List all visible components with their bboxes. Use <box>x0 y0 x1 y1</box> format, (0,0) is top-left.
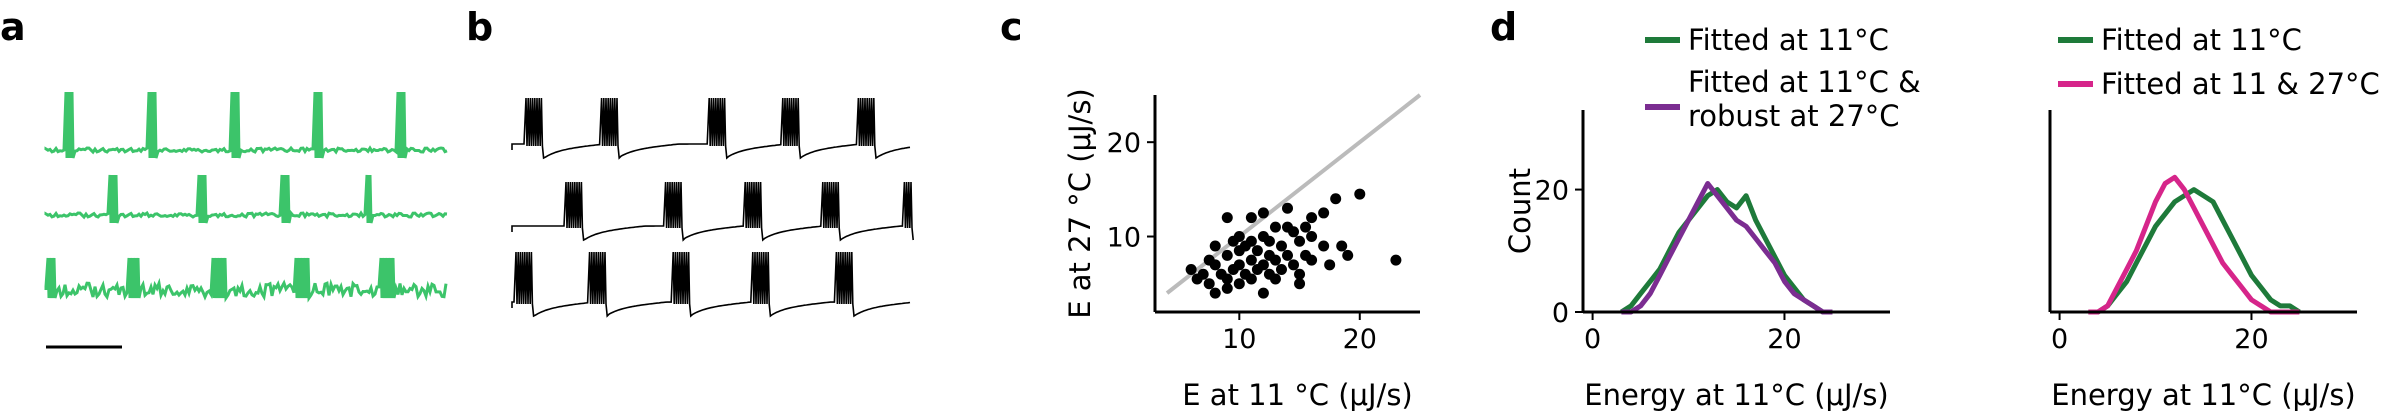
series-line <box>2088 187 2301 315</box>
panel-d-right-xlabel: Energy at 11°C (μJ/s) <box>2051 378 2356 412</box>
scatter-point <box>1269 221 1281 233</box>
scatter-point <box>1275 240 1287 252</box>
panel-a-traces <box>44 91 448 349</box>
trace-b-top <box>511 97 911 160</box>
scatter-point <box>1185 264 1197 276</box>
scatter-point <box>1330 193 1342 205</box>
x-tick-label: 20 <box>1767 324 1801 355</box>
scatter-points <box>1185 188 1402 299</box>
scatter-point <box>1288 259 1300 271</box>
scatter-point <box>1257 287 1269 299</box>
scatter-point <box>1269 254 1281 266</box>
panel-d-right-legend: Fitted at 11°C Fitted at 11 & 27°C <box>2058 23 2380 101</box>
trace-b-bottom <box>511 251 911 318</box>
x-tick-label: 0 <box>2051 324 2068 355</box>
trace-a-middle <box>44 174 448 224</box>
scatter-point <box>1390 254 1402 266</box>
scatter-point <box>1221 282 1233 294</box>
panel-d-left-ylabel: Count <box>1503 168 1537 254</box>
scatter-point <box>1221 273 1233 285</box>
series-line <box>2088 174 2300 315</box>
panel-label-a: a <box>0 5 26 49</box>
x-tick-label: 0 <box>1584 324 1601 355</box>
scatter-point <box>1324 259 1336 271</box>
scatter-point <box>1227 235 1239 247</box>
x-tick-label: 10 <box>1222 324 1256 355</box>
scatter-point <box>1288 226 1300 238</box>
legend-label: Fitted at 11°C <box>2101 23 2302 57</box>
scatter-point <box>1294 235 1306 247</box>
trace-a-top <box>44 91 448 159</box>
trace-a-bottom <box>44 257 448 303</box>
panel-d-right-series <box>2088 174 2301 315</box>
scatter-point <box>1300 221 1312 233</box>
panel-label-d: d <box>1490 5 1517 49</box>
panel-c-axes: 10 20 10 20 <box>1107 95 1420 355</box>
legend-label: Fitted at 11°C & robust at 27°C <box>1688 65 1930 133</box>
scatter-point <box>1269 273 1281 285</box>
scatter-point <box>1233 245 1245 257</box>
scatter-point <box>1318 207 1330 219</box>
panel-d-left-xlabel: Energy at 11°C (μJ/s) <box>1584 378 1889 412</box>
panel-c-ylabel: E at 27 °C (μJ/s) <box>1063 88 1097 319</box>
panel-label-c: c <box>1000 5 1023 49</box>
panel-c-xlabel: E at 11 °C (μJ/s) <box>1182 378 1413 412</box>
scatter-point <box>1282 249 1293 261</box>
panel-c-scatter: 10 20 10 20 E at 11 °C (μJ/s) E at 27 °C (μ… <box>1063 88 1422 412</box>
panel-b-traces <box>511 97 914 318</box>
scatter-point <box>1306 254 1318 266</box>
panel-label-b: b <box>466 5 493 49</box>
scatter-point <box>1318 240 1330 252</box>
panel-d-left-legend: Fitted at 11°C Fitted at 11°C & robust a… <box>1645 23 1930 133</box>
scatter-point <box>1251 245 1263 257</box>
scatter-point <box>1245 273 1257 285</box>
scatter-point <box>1336 240 1348 252</box>
legend-label: Fitted at 11°C <box>1688 23 1889 57</box>
scatter-point <box>1306 212 1318 224</box>
scatter-point <box>1257 207 1269 219</box>
panel-d-left-series <box>1620 181 1833 315</box>
scatter-point <box>1209 287 1221 299</box>
panel-d-right: 0 20 Energy at 11°C (μJ/s) Fitted at 11°C… <box>2048 23 2380 412</box>
panel-d-left-axes: 0 20 0 20 <box>1535 110 1890 355</box>
scatter-point <box>1203 254 1215 266</box>
y-tick-label: 20 <box>1107 128 1141 159</box>
scatter-point <box>1245 212 1257 224</box>
y-tick-label: 10 <box>1107 223 1141 254</box>
scatter-point <box>1233 259 1245 271</box>
series-line <box>1620 187 1833 315</box>
scatter-point <box>1263 235 1275 247</box>
series-line <box>1621 181 1833 315</box>
scatter-point <box>1221 212 1233 224</box>
panel-d-left: 0 20 0 20 Energy at 11°C (μJ/s) Count Fitte… <box>1503 23 1930 412</box>
scatter-point <box>1354 188 1366 200</box>
x-tick-label: 20 <box>1343 324 1377 355</box>
scatter-point <box>1275 264 1287 276</box>
panel-d-right-axes: 0 20 <box>2048 110 2357 355</box>
scatter-point <box>1245 254 1257 266</box>
scatter-point <box>1257 259 1269 271</box>
scatter-point <box>1245 235 1257 247</box>
scatter-point <box>1342 249 1354 261</box>
scatter-point <box>1191 273 1203 285</box>
legend-label: Fitted at 11 & 27°C <box>2101 67 2380 101</box>
scatter-point <box>1306 231 1318 243</box>
y-tick-label: 0 <box>1552 298 1569 329</box>
scatter-point <box>1209 240 1221 252</box>
scatter-point <box>1203 278 1215 290</box>
trace-b-middle <box>511 181 914 242</box>
scatter-point <box>1233 278 1245 290</box>
x-tick-label: 20 <box>2234 324 2268 355</box>
scatter-point <box>1221 249 1233 261</box>
scatter-point <box>1294 268 1306 280</box>
scatter-point <box>1294 278 1306 290</box>
scatter-point <box>1282 202 1293 214</box>
y-tick-label: 20 <box>1535 176 1569 207</box>
